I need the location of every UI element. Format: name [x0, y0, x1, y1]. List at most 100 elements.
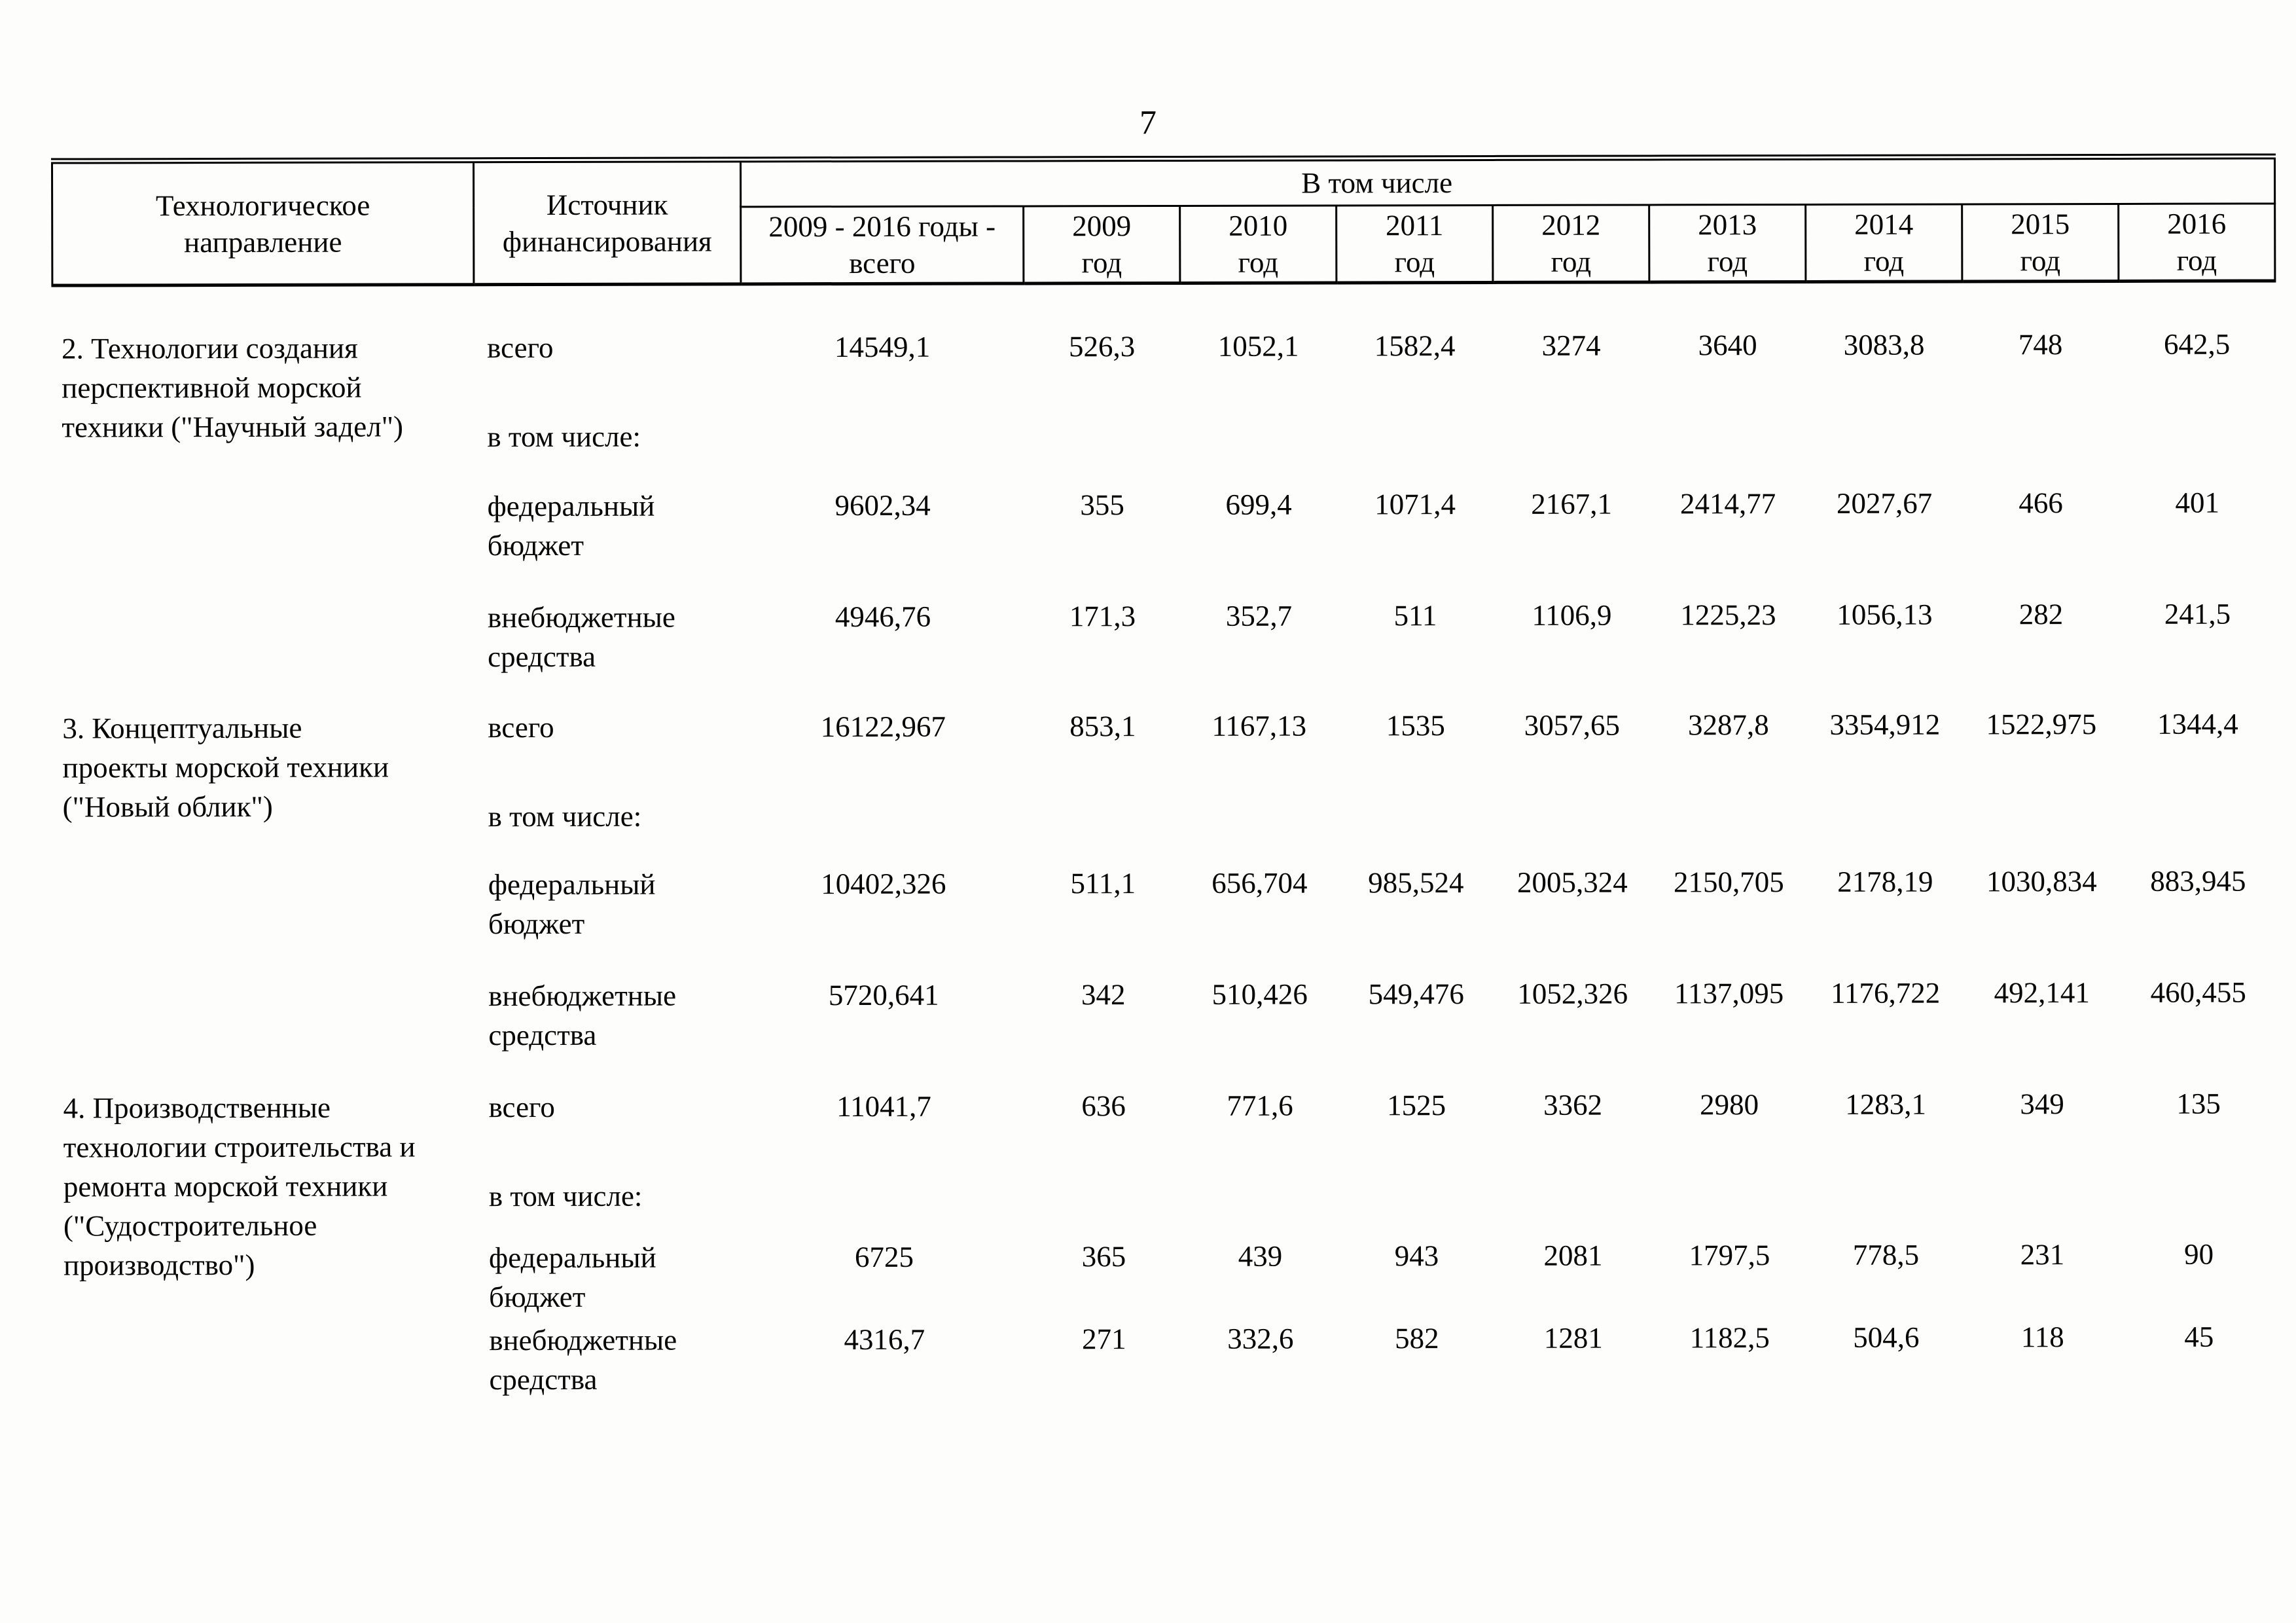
value-cell: 171,3: [1069, 599, 1136, 632]
value-cell: 2005,324: [1516, 866, 1628, 899]
value-cell: 3640: [1698, 329, 1757, 362]
value-cell: 460,455: [2150, 976, 2246, 1009]
value-cell: 3083,8: [1843, 328, 1925, 361]
value-cell: 4316,7: [844, 1322, 925, 1356]
value-cell: 3274: [1541, 329, 1601, 362]
source-cell: федеральный бюджет: [488, 867, 656, 940]
source-cell: внебюджетные средства: [488, 979, 677, 1051]
value-cell: 511: [1393, 598, 1437, 632]
direction-column-header: Технологическое направление: [52, 160, 474, 286]
note-including: в том числе:: [487, 420, 641, 454]
value-cell: 1052,1: [1217, 329, 1299, 363]
value-cell: 636: [1081, 1089, 1126, 1122]
value-cell: 1056,13: [1837, 598, 1933, 631]
value-cell: 1525: [1386, 1088, 1446, 1122]
value-cell: 3057,65: [1524, 708, 1620, 742]
value-cell: 943: [1394, 1239, 1439, 1272]
value-cell: 778,5: [1852, 1238, 1920, 1271]
header-row-group: Технологическое направление Источник фин…: [52, 156, 2275, 286]
value-cell: 1283,1: [1845, 1087, 1926, 1121]
table-row-total: 2. Технологии создания перспективной мор…: [52, 281, 2276, 483]
section-title: 3. Концептуальные проекты морской техник…: [62, 711, 389, 824]
financing-table-wrapper: Технологическое направление Источник фин…: [51, 153, 2278, 1435]
value-cell: 2167,1: [1531, 487, 1613, 520]
section-title: 4. Производственные технологии строитель…: [63, 1091, 416, 1282]
value-cell: 14549,1: [834, 330, 931, 364]
value-cell: 241,5: [2164, 597, 2231, 630]
value-cell: 1071,4: [1374, 487, 1456, 520]
value-cell: 352,7: [1225, 599, 1293, 632]
value-cell: 401: [2175, 486, 2219, 519]
value-cell: 549,476: [1368, 977, 1464, 1010]
section-sudostroitelnoe-proizvodstvo: 4. Производственные технологии строитель…: [54, 1080, 2277, 1435]
value-cell: 3362: [1543, 1088, 1603, 1122]
value-cell: 656,704: [1211, 866, 1308, 900]
value-cell: 342: [1081, 977, 1126, 1011]
value-cell: 492,141: [1994, 976, 2090, 1009]
value-cell: 10402,326: [821, 867, 946, 900]
value-cell: 1182,5: [1689, 1321, 1770, 1354]
note-including: в том числе:: [488, 1179, 643, 1213]
value-cell: 45: [2184, 1320, 2214, 1353]
value-cell: 1582,4: [1374, 329, 1456, 363]
value-cell: 6725: [854, 1240, 914, 1273]
value-cell: 1106,9: [1532, 598, 1612, 632]
value-cell: 332,6: [1227, 1322, 1294, 1355]
value-cell: 1176,722: [1831, 976, 1941, 1010]
value-cell: 642,5: [2163, 327, 2231, 361]
value-cell: 9602,34: [834, 488, 931, 522]
value-cell: 2178,19: [1837, 865, 1933, 898]
value-cell: 771,6: [1227, 1089, 1293, 1122]
value-cell: 504,6: [1853, 1321, 1920, 1354]
value-cell: 231: [2020, 1237, 2065, 1271]
year-column-header-2013: 2013 год: [1649, 204, 1806, 282]
table-row-total: 4. Производственные технологии строитель…: [54, 1080, 2277, 1281]
value-cell: 2027,67: [1836, 486, 1933, 520]
value-cell: 118: [2020, 1320, 2064, 1353]
year-column-header-2010: 2010 год: [1179, 205, 1336, 283]
source-cell: всего в том числе:: [475, 703, 742, 861]
value-cell: 1030,834: [1986, 864, 2097, 898]
value-cell: 365: [1081, 1239, 1126, 1273]
value-cell: 5720,641: [828, 978, 939, 1012]
value-cell: 582: [1394, 1321, 1439, 1355]
value-cell: 2081: [1543, 1239, 1603, 1272]
section-title: 2. Технологии создания перспективной мор…: [62, 331, 404, 444]
source-cell: внебюджетные средства: [489, 1323, 677, 1396]
total-column-header: 2009 - 2016 годы - всего: [740, 206, 1024, 284]
source-cell: всего в том числе:: [474, 284, 742, 483]
table-header: Технологическое направление Источник фин…: [52, 156, 2276, 286]
value-cell: 1535: [1386, 708, 1445, 742]
value-cell: 3287,8: [1687, 708, 1769, 741]
value-cell: 1052,326: [1517, 977, 1628, 1010]
year-column-header-2011: 2011 год: [1336, 205, 1493, 283]
value-cell: 1797,5: [1689, 1238, 1770, 1271]
source-cell: федеральный бюджет: [488, 1241, 656, 1313]
value-cell: 466: [2018, 486, 2063, 519]
value-cell: 135: [2176, 1087, 2221, 1120]
value-cell: 1137,095: [1674, 976, 1784, 1010]
value-cell: 355: [1080, 488, 1124, 521]
value-cell: 282: [2018, 597, 2064, 630]
year-column-header-2009: 2009 год: [1023, 206, 1180, 283]
value-cell: 1167,13: [1211, 709, 1307, 742]
financing-table: Технологическое направление Источник фин…: [51, 153, 2278, 1435]
value-cell: 3354,912: [1829, 708, 1941, 741]
value-cell: 1281: [1543, 1321, 1603, 1355]
value-cell: 526,3: [1068, 330, 1136, 363]
section-nauchny-zadel: 2. Технологии создания перспективной мор…: [52, 281, 2276, 704]
source-cell: внебюджетные средства: [487, 600, 675, 673]
value-cell: 4946,76: [834, 600, 931, 633]
year-column-header-2016: 2016 год: [2118, 203, 2276, 282]
value-cell: 439: [1238, 1239, 1283, 1273]
value-cell: 883,945: [2150, 864, 2246, 898]
year-column-header-2014: 2014 год: [1805, 204, 1962, 282]
value-cell: 2414,77: [1679, 486, 1776, 520]
table-row-total: 3. Концептуальные проекты морской техник…: [53, 700, 2276, 862]
including-group-header: В том числе: [740, 156, 2275, 207]
year-column-header-2012: 2012 год: [1492, 204, 1649, 283]
value-cell: 748: [2018, 328, 2063, 361]
value-cell: 1225,23: [1680, 598, 1776, 631]
value-cell: 985,524: [1368, 866, 1464, 899]
